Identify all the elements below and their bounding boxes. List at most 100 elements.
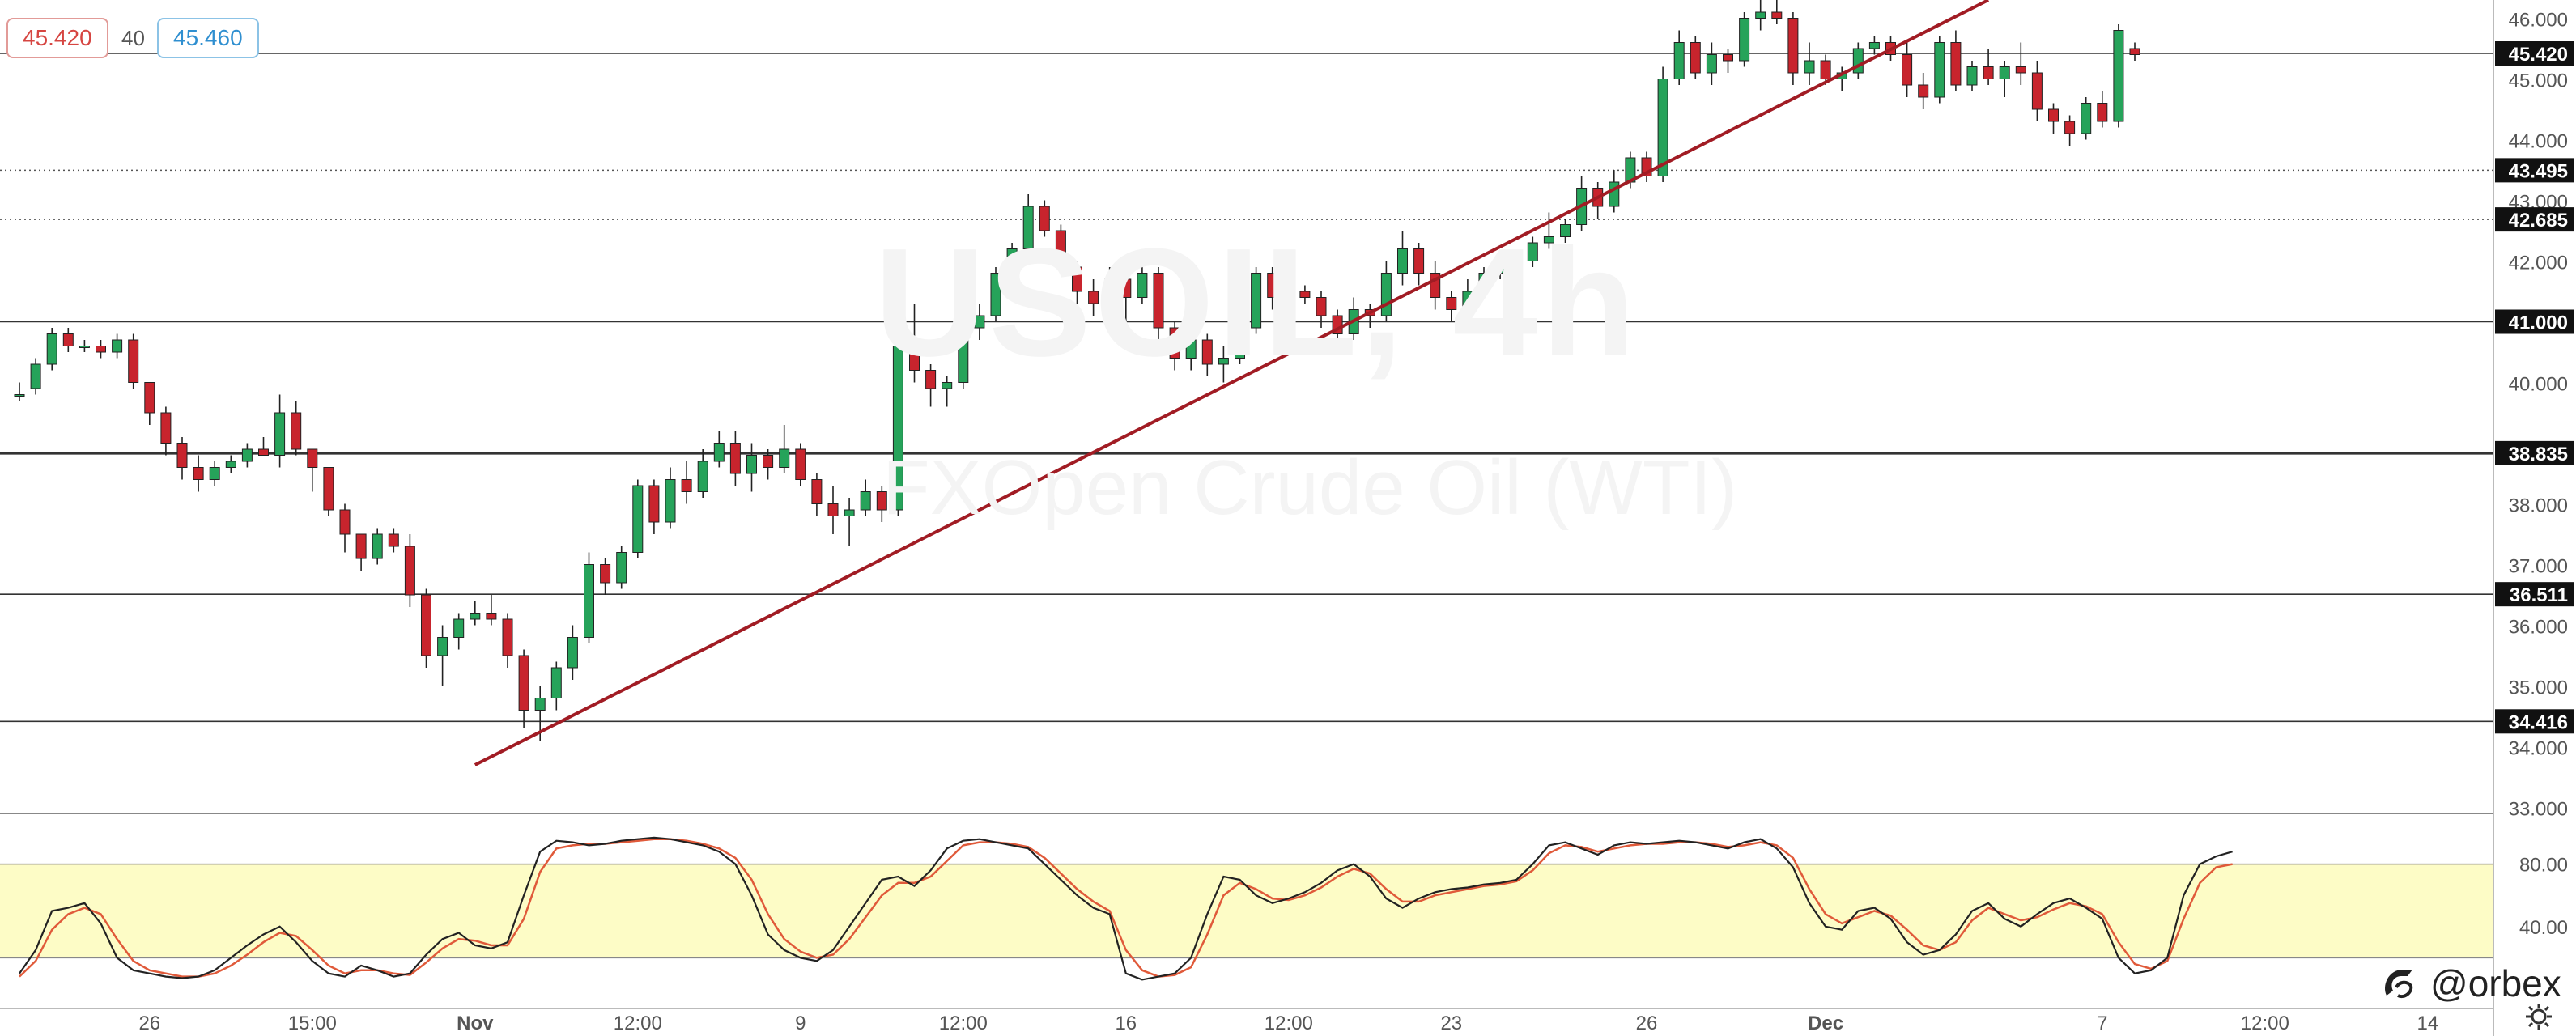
candle-down: [1446, 291, 1457, 322]
candle-body: [291, 412, 302, 450]
candle-down: [1299, 285, 1311, 304]
candle-up: [1804, 42, 1815, 85]
candle-body: [1771, 11, 1783, 19]
candle-body: [1657, 79, 1668, 176]
candle-body: [909, 346, 920, 371]
candle-down: [1169, 321, 1180, 371]
candle-body: [1413, 248, 1425, 274]
candle-down: [1723, 49, 1733, 73]
price-tick-label: 46.000: [2509, 10, 2568, 32]
candle-down: [1641, 151, 1652, 182]
candle-body: [925, 370, 937, 389]
candle-body: [1462, 291, 1473, 310]
time-tick-label: 9: [795, 1013, 806, 1034]
candle-up: [1494, 255, 1506, 279]
candle-body: [1739, 18, 1750, 62]
candle-body: [729, 443, 741, 474]
candle-body: [584, 564, 594, 638]
candle-up: [616, 546, 627, 589]
price-tick-label: 44.000: [2509, 131, 2568, 153]
horizontal-levels[interactable]: [0, 53, 2493, 723]
price-tick-label: 38.000: [2509, 495, 2568, 517]
candle-body: [974, 315, 985, 329]
candle-body: [241, 448, 253, 462]
candle-body: [665, 479, 676, 523]
level-label: 41.000: [2509, 312, 2568, 334]
candle-body: [811, 479, 823, 504]
candle-down: [518, 649, 529, 728]
stoch-k-line: [19, 836, 2233, 981]
candle-body: [1251, 273, 1262, 329]
level-label-box: [2495, 158, 2574, 183]
candle-body: [1706, 54, 1717, 74]
brand-handle: @orbex: [2430, 962, 2561, 1004]
candle-body: [1787, 18, 1799, 74]
candle-body: [258, 448, 269, 456]
candle-body: [534, 698, 546, 711]
candle-down: [2129, 42, 2140, 61]
candle-body: [1039, 206, 1050, 231]
candle-down: [144, 382, 155, 425]
candle-body: [176, 443, 188, 468]
level-label-box: [2495, 440, 2574, 465]
candle-up: [1706, 42, 1717, 85]
candle-down: [1918, 73, 1929, 109]
candle-body: [1006, 248, 1018, 274]
candle-up: [958, 316, 969, 388]
candle-body: [1072, 266, 1082, 292]
candle-down: [486, 595, 497, 626]
candle-up: [1137, 255, 1148, 304]
candle-down: [421, 588, 431, 668]
candle-up: [1966, 61, 1978, 91]
candle-body: [1494, 266, 1506, 274]
time-tick-label: 15:00: [288, 1013, 337, 1034]
stoch-axis[interactable]: 80.00 40.00: [2519, 855, 2568, 939]
trendline[interactable]: [474, 0, 1990, 766]
candle-body: [1478, 273, 1490, 292]
candle-body: [1804, 60, 1815, 74]
candle-up: [470, 601, 481, 626]
candle-body: [827, 503, 839, 516]
candle-body: [1950, 42, 1962, 86]
candle-body: [616, 552, 627, 584]
candle-down: [62, 328, 74, 352]
candle-body: [2129, 48, 2140, 55]
candle-body: [1918, 84, 1929, 98]
candle-body: [1868, 42, 1880, 49]
candle-down: [909, 304, 920, 383]
candle-body: [697, 461, 708, 492]
candle-body: [323, 467, 334, 511]
candle-up: [584, 552, 594, 643]
candle-body: [2031, 72, 2043, 110]
candle-body: [681, 479, 692, 492]
level-label: 45.420: [2509, 44, 2568, 66]
candle-up: [46, 328, 57, 371]
bid-price-button[interactable]: 45.420: [6, 18, 108, 58]
candle-down: [291, 401, 302, 456]
candle-body: [876, 491, 887, 511]
watermark-symbol: USOIL, 4h: [874, 217, 1639, 388]
candle-down: [96, 340, 106, 359]
ask-price-button[interactable]: 45.460: [157, 18, 259, 58]
candle-down: [2048, 103, 2059, 134]
price-axis[interactable]: 33.000 34.000 35.000 36.000 37.000 38.000 40.0…: [2509, 10, 2568, 821]
candle-body: [96, 346, 106, 353]
candle-up: [79, 340, 90, 352]
candle-body: [1755, 11, 1766, 19]
time-tick-label: 23: [1440, 1013, 1462, 1034]
candle-body: [1690, 42, 1701, 74]
candle-up: [14, 382, 25, 401]
candle-up: [112, 333, 123, 359]
candle-down: [1771, 0, 1783, 24]
candle-down: [681, 461, 692, 504]
price-tick-label: 34.000: [2509, 738, 2568, 760]
time-axis[interactable]: 26 15:00 Nov 12:00 9 12:00 16 12:00 23 26 Dec 7 12:0…: [138, 1013, 2438, 1034]
candle-up: [209, 461, 220, 486]
candle-up: [30, 358, 41, 395]
time-tick-label: 26: [138, 1013, 160, 1034]
candle-up: [1235, 321, 1245, 364]
candle-body: [1723, 54, 1733, 62]
gear-icon[interactable]: [2524, 1002, 2553, 1031]
candle-up: [1185, 333, 1197, 371]
